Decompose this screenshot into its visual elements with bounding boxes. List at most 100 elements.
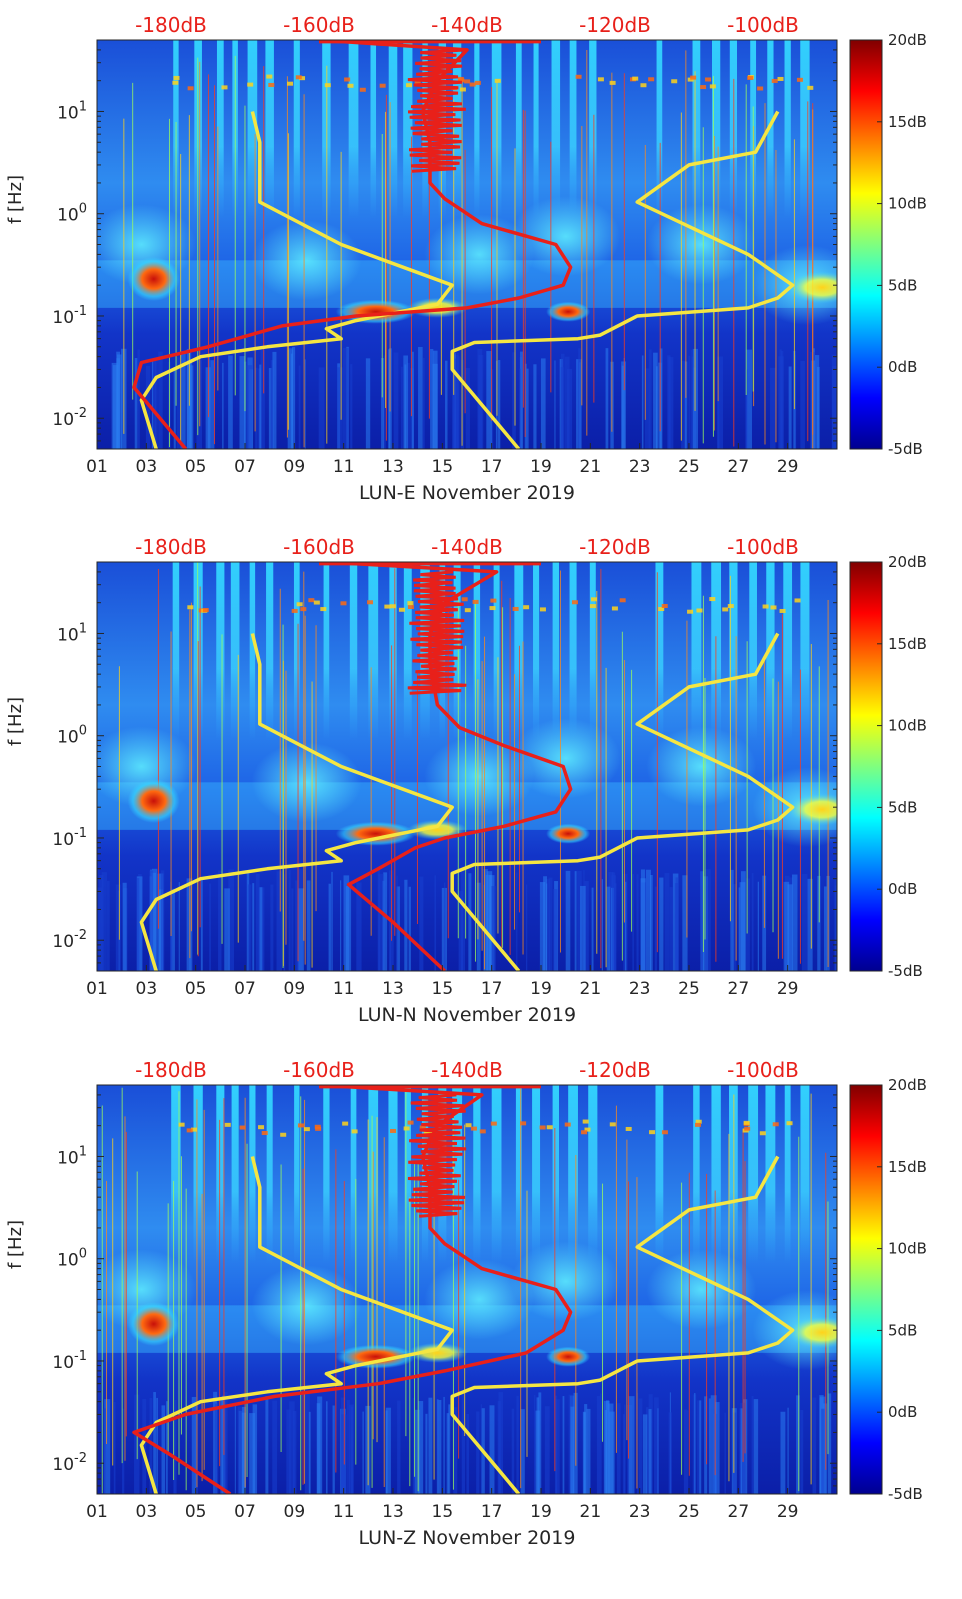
cultural-noise-stripe bbox=[729, 562, 738, 741]
lowfreq-band bbox=[738, 887, 741, 971]
lowfreq-band bbox=[365, 358, 371, 449]
harmonic-spot bbox=[494, 78, 501, 83]
cultural-noise-stripe bbox=[388, 40, 398, 219]
colorbar-tick-label: 10dB bbox=[888, 717, 927, 735]
harmonic-spot bbox=[759, 1131, 766, 1136]
lowfreq-band bbox=[145, 365, 151, 449]
x-axis-label: LUN-E November 2019 bbox=[359, 482, 575, 504]
psd-scale-label: -180dB bbox=[135, 535, 207, 559]
cultural-noise-stripe bbox=[800, 562, 810, 741]
lowfreq-band bbox=[608, 1403, 614, 1494]
x-tick-label: 17 bbox=[481, 1502, 503, 1522]
lowfreq-band bbox=[732, 884, 737, 971]
harmonic-spot bbox=[564, 1122, 571, 1127]
lowfreq-band bbox=[497, 1401, 501, 1494]
noise-haze bbox=[646, 204, 757, 285]
lowfreq-band bbox=[283, 874, 286, 971]
harmonic-spot bbox=[777, 76, 784, 81]
psd-median-jitter bbox=[407, 570, 467, 695]
lowfreq-band bbox=[191, 1396, 197, 1494]
lowfreq-band bbox=[801, 874, 808, 971]
lowfreq-band bbox=[403, 355, 408, 449]
lowfreq-band bbox=[668, 1412, 673, 1494]
cultural-noise-stripe bbox=[266, 1085, 273, 1264]
harmonic-spot bbox=[597, 77, 604, 82]
lowfreq-band bbox=[142, 1398, 147, 1494]
lowfreq-band bbox=[298, 888, 304, 971]
lowfreq-band bbox=[411, 351, 414, 449]
lowfreq-band bbox=[770, 367, 776, 449]
high-noise-model-curve bbox=[450, 632, 795, 971]
harmonic-spot bbox=[224, 1122, 231, 1127]
cultural-noise-stripe bbox=[588, 1085, 598, 1264]
lowfreq-band bbox=[404, 879, 408, 971]
x-tick-label: 05 bbox=[185, 979, 207, 999]
harmonic-spot bbox=[266, 74, 273, 79]
harmonic-spot bbox=[658, 607, 665, 612]
lowfreq-band bbox=[326, 1401, 328, 1494]
lowfreq-band bbox=[434, 875, 437, 971]
lowfreq-band bbox=[683, 1409, 687, 1494]
lowfreq-band bbox=[436, 1399, 439, 1494]
lowfreq-band bbox=[640, 869, 645, 971]
harmonic-spot bbox=[347, 83, 354, 88]
lowfreq-band bbox=[346, 1399, 351, 1494]
cultural-noise-stripe bbox=[389, 562, 397, 741]
cultural-noise-stripe bbox=[767, 40, 774, 219]
harmonic-spot bbox=[390, 1128, 397, 1133]
harmonic-spot bbox=[695, 1122, 702, 1127]
harmonic-spot bbox=[320, 607, 327, 612]
lowfreq-band bbox=[831, 365, 837, 449]
harmonic-spot bbox=[470, 1126, 477, 1131]
cultural-noise-stripe bbox=[655, 562, 664, 741]
cultural-noise-stripe bbox=[515, 1085, 522, 1264]
cultural-noise-stripe bbox=[293, 40, 300, 219]
harmonic-spot bbox=[258, 1125, 265, 1130]
harmonic-spot bbox=[772, 1122, 779, 1127]
lowfreq-band bbox=[740, 871, 746, 971]
harmonic-spot bbox=[297, 1123, 304, 1128]
lowfreq-band bbox=[289, 1401, 295, 1494]
lowfreq-band bbox=[318, 367, 325, 449]
harmonic-spot bbox=[609, 1122, 616, 1127]
harmonic-spot bbox=[490, 1121, 497, 1126]
harmonic-spot bbox=[324, 83, 331, 88]
lowfreq-band bbox=[600, 1393, 602, 1494]
harmonic-spot bbox=[280, 1132, 287, 1137]
lowfreq-band bbox=[538, 1392, 542, 1494]
harmonic-spot bbox=[398, 607, 405, 612]
lowfreq-band bbox=[491, 886, 496, 971]
cultural-noise-stripe bbox=[266, 562, 274, 741]
cultural-noise-stripe bbox=[403, 40, 413, 219]
harmonic-spot bbox=[571, 600, 578, 605]
lowfreq-band bbox=[616, 1403, 621, 1494]
colorbar-tick-label: -5dB bbox=[888, 440, 923, 458]
lowfreq-band bbox=[664, 873, 670, 971]
harmonic-spot bbox=[649, 1130, 656, 1135]
cultural-noise-stripe bbox=[350, 1085, 357, 1264]
lowfreq-band bbox=[608, 871, 614, 971]
psd-scale-label: -120dB bbox=[579, 535, 651, 559]
microseism-peak bbox=[335, 821, 416, 846]
lowfreq-band bbox=[304, 1392, 310, 1494]
lowfreq-band bbox=[316, 1403, 321, 1494]
lowfreq-band bbox=[555, 1399, 560, 1494]
lowfreq-band bbox=[485, 874, 492, 971]
lowfreq-band bbox=[291, 888, 294, 971]
x-tick-label: 29 bbox=[777, 1502, 799, 1522]
psd-scale-label: -100dB bbox=[727, 535, 799, 559]
lowfreq-band bbox=[160, 870, 165, 971]
harmonic-spot bbox=[186, 1128, 193, 1133]
lowfreq-band bbox=[544, 1406, 550, 1494]
cultural-noise-stripe bbox=[193, 1085, 203, 1264]
lowfreq-band bbox=[675, 877, 679, 971]
harmonic-spot bbox=[359, 87, 366, 92]
harmonic-spot bbox=[340, 601, 347, 606]
lowfreq-band bbox=[524, 363, 527, 449]
lowfreq-band bbox=[476, 1411, 480, 1494]
harmonic-spot bbox=[303, 1127, 310, 1132]
lowfreq-band bbox=[740, 1408, 743, 1494]
lowfreq-band bbox=[701, 871, 703, 971]
x-tick-label: 19 bbox=[530, 1502, 552, 1522]
harmonic-spot bbox=[247, 82, 254, 87]
